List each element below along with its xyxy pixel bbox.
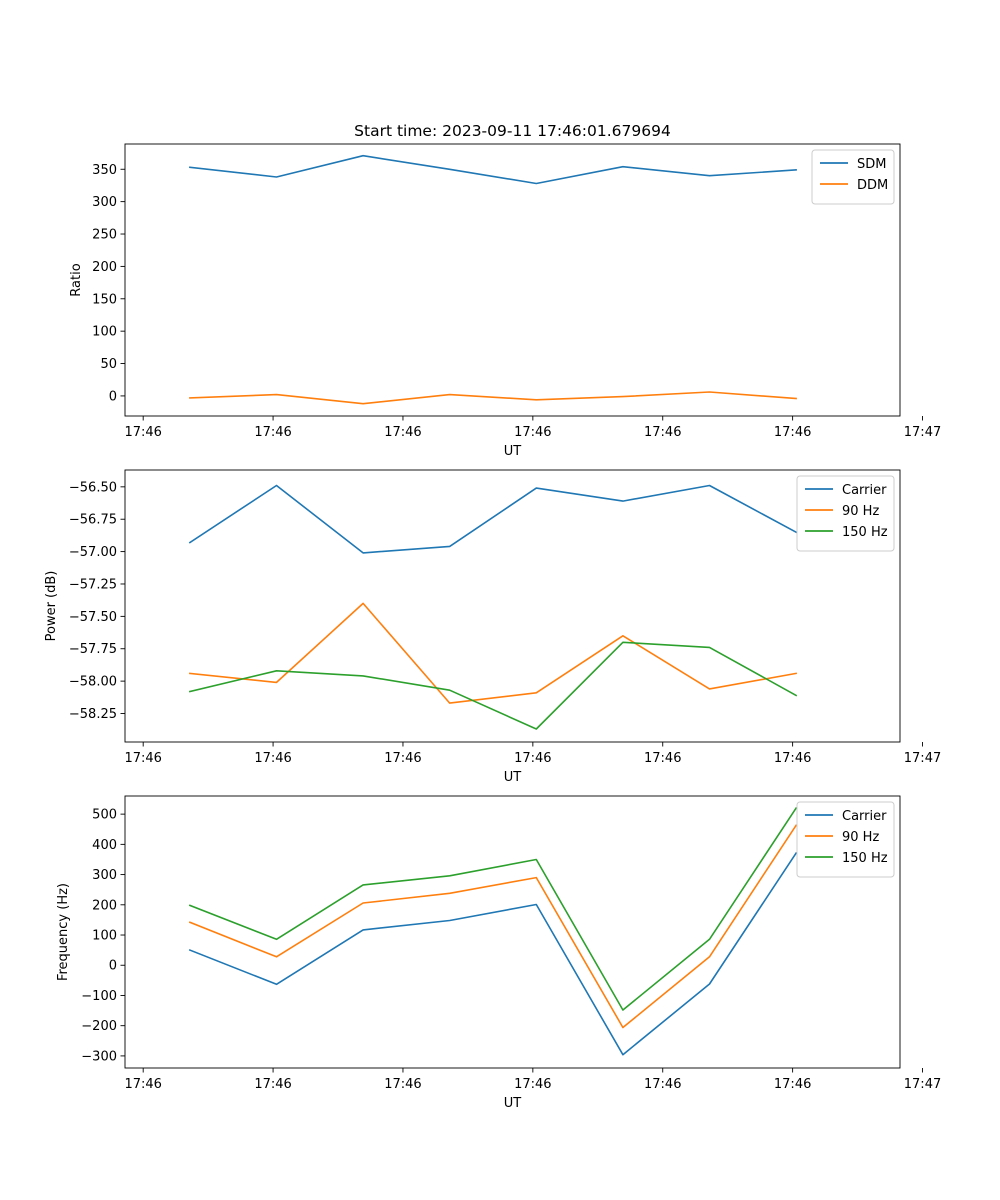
x-tick-label: 17:46 xyxy=(774,1077,811,1092)
y-tick-label: −57.50 xyxy=(69,610,117,625)
legend-label: DDM xyxy=(857,178,888,193)
y-tick-label: −58.00 xyxy=(69,675,117,690)
legend-box xyxy=(796,801,895,878)
x-tick-label: 17:46 xyxy=(124,751,161,766)
x-tick-label: 17:46 xyxy=(514,1077,551,1092)
y-axis-label: Ratio xyxy=(69,263,84,296)
y-tick-label: 200 xyxy=(92,898,117,913)
legend-label: Carrier xyxy=(842,483,887,498)
y-tick-label: −58.25 xyxy=(69,707,117,722)
x-tick-label: 17:46 xyxy=(254,751,291,766)
y-tick-label: 250 xyxy=(92,228,117,243)
x-tick-label: 17:46 xyxy=(124,425,161,440)
legend-label: 150 Hz xyxy=(842,851,888,866)
axes-frame xyxy=(124,143,901,417)
legend-label: 90 Hz xyxy=(842,504,879,519)
legend: SDM DDM xyxy=(811,149,895,205)
x-tick-label: 17:46 xyxy=(774,425,811,440)
y-tick-label: 300 xyxy=(92,868,117,883)
series-line-ddm xyxy=(189,391,797,405)
subplot-2: 17:46 17:46 17:46 17:46 17:46 17:46 17:47 −58.2… xyxy=(44,469,941,785)
x-tick-label: 17:47 xyxy=(904,751,941,766)
y-axis-label: Frequency (Hz) xyxy=(56,883,71,981)
series-line-carrier xyxy=(188,484,798,554)
x-tick-label: 17:46 xyxy=(384,1077,421,1092)
x-tick-label: 17:46 xyxy=(644,425,681,440)
x-tick-label: 17:47 xyxy=(904,1077,941,1092)
y-tick-label: −300 xyxy=(81,1049,117,1064)
x-tick-label: 17:46 xyxy=(774,751,811,766)
y-axis-label: Power (dB) xyxy=(44,571,59,642)
x-axis-label: UT xyxy=(504,444,522,459)
chart-title: Start time: 2023-09-11 17:46:01.679694 xyxy=(354,122,671,140)
y-tick-label: −57.00 xyxy=(69,545,117,560)
series-line-carrier xyxy=(188,851,798,1056)
series-line-90-hz xyxy=(189,602,798,704)
y-tick-label: −200 xyxy=(81,1019,117,1034)
legend-label: 150 Hz xyxy=(842,525,888,540)
x-axis-label: UT xyxy=(504,1096,522,1111)
y-tick-label: 50 xyxy=(100,357,117,372)
y-tick-label: 400 xyxy=(92,838,117,853)
series-line-sdm xyxy=(189,154,797,185)
subplot-1: 17:46 17:46 17:46 17:46 17:46 17:46 17:47 0 50 10… xyxy=(69,122,941,459)
y-tick-label: 500 xyxy=(92,808,117,823)
y-tick-label: −57.75 xyxy=(69,642,117,657)
axes-frame xyxy=(124,795,901,1069)
subplot-3: 17:46 17:46 17:46 17:46 17:46 17:46 17:47 −300 −… xyxy=(56,795,941,1111)
x-tick-label: 17:46 xyxy=(254,425,291,440)
x-tick-label: 17:46 xyxy=(514,751,551,766)
x-tick-label: 17:46 xyxy=(384,425,421,440)
legend-label: 90 Hz xyxy=(842,830,879,845)
y-tick-label: 100 xyxy=(92,325,117,340)
y-tick-label: 300 xyxy=(92,195,117,210)
legend: Carrier 90 Hz 150 Hz xyxy=(796,801,895,878)
x-tick-label: 17:46 xyxy=(124,1077,161,1092)
subplots: 17:46 17:46 17:46 17:46 17:46 17:46 17:47 0 50 10… xyxy=(44,122,941,1111)
x-tick-label: 17:46 xyxy=(644,1077,681,1092)
y-tick-label: 100 xyxy=(92,929,117,944)
y-tick-label: −100 xyxy=(81,989,117,1004)
x-tick-label: 17:47 xyxy=(904,425,941,440)
series-line-150-hz xyxy=(188,806,798,1011)
legend-box xyxy=(796,475,895,552)
legend: Carrier 90 Hz 150 Hz xyxy=(796,475,895,552)
x-tick-label: 17:46 xyxy=(384,751,421,766)
y-tick-label: 200 xyxy=(92,260,117,275)
y-tick-label: −56.75 xyxy=(69,513,117,528)
y-tick-label: 350 xyxy=(92,163,117,178)
x-tick-label: 17:46 xyxy=(514,425,551,440)
x-tick-label: 17:46 xyxy=(644,751,681,766)
y-tick-label: 150 xyxy=(92,292,117,307)
series-line-150-hz xyxy=(188,641,798,730)
x-axis-label: UT xyxy=(504,770,522,785)
y-tick-label: −56.50 xyxy=(69,480,117,495)
y-tick-label: −57.25 xyxy=(69,577,117,592)
legend-label: Carrier xyxy=(842,809,887,824)
series-line-90-hz xyxy=(188,824,798,1029)
axes-frame xyxy=(124,469,901,743)
y-tick-label: 0 xyxy=(109,389,117,404)
x-tick-label: 17:46 xyxy=(254,1077,291,1092)
y-tick-label: 0 xyxy=(109,959,117,974)
legend-label: SDM xyxy=(857,157,886,172)
